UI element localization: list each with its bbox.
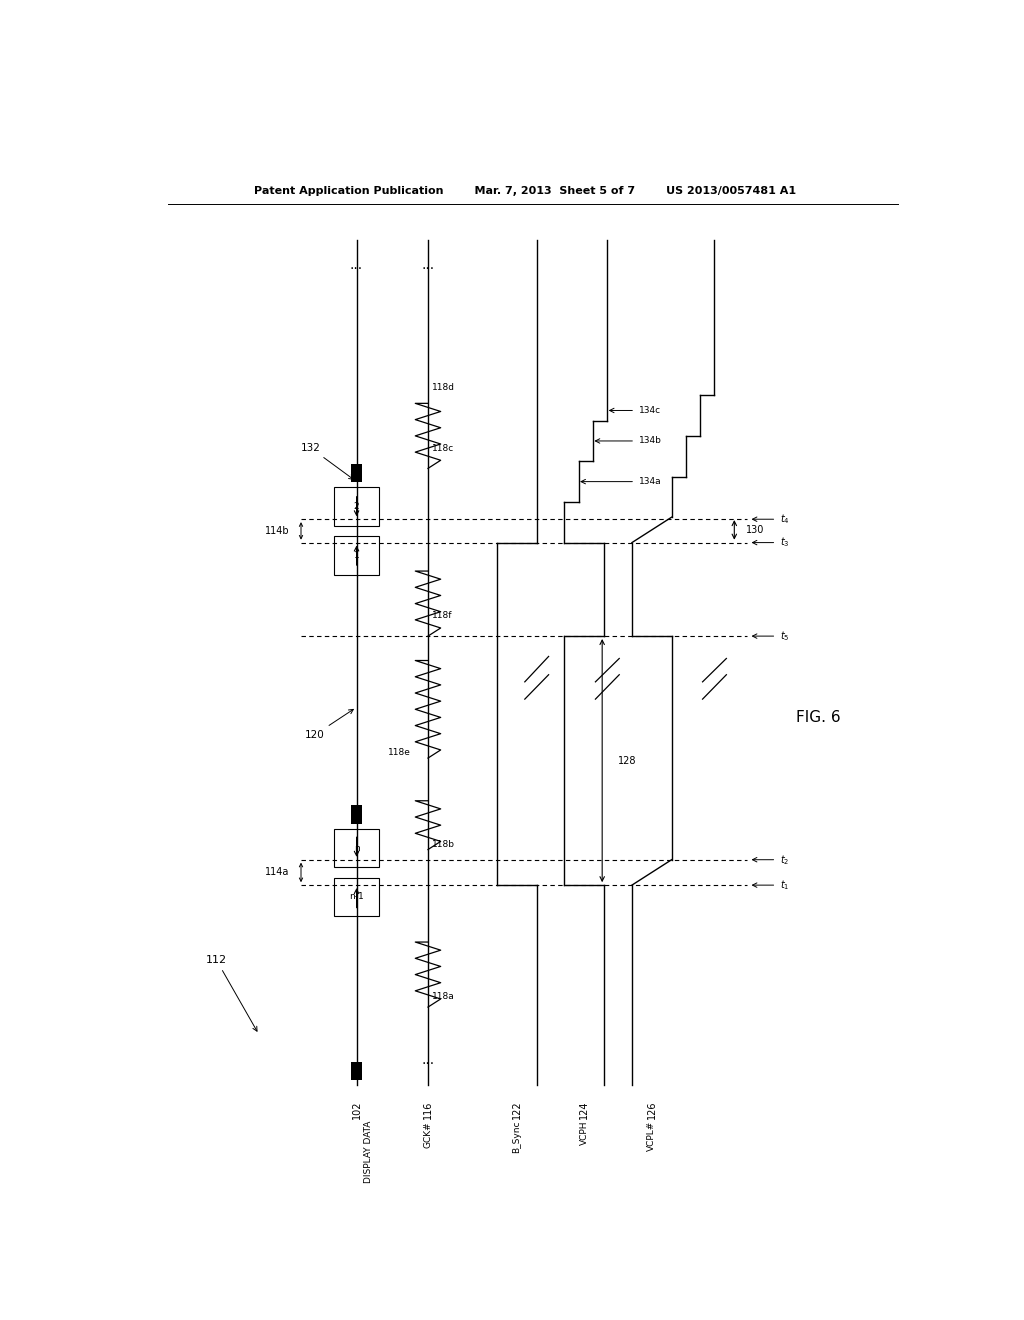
Text: 118b: 118b: [432, 840, 455, 849]
Text: ...: ...: [422, 1053, 434, 1067]
Text: ...: ...: [350, 259, 364, 272]
Text: 118d: 118d: [432, 383, 455, 392]
Text: ...: ...: [350, 1053, 364, 1067]
Text: 134b: 134b: [639, 437, 662, 445]
Text: ...: ...: [422, 259, 434, 272]
Text: 122: 122: [512, 1101, 522, 1119]
Bar: [351, 463, 362, 482]
Text: 134a: 134a: [639, 477, 662, 486]
Text: $t_4$: $t_4$: [780, 512, 791, 527]
Text: 118e: 118e: [388, 748, 411, 758]
Text: 116: 116: [423, 1101, 433, 1119]
Text: 1: 1: [353, 550, 359, 560]
Text: 132: 132: [301, 444, 353, 479]
Text: 118f: 118f: [432, 611, 453, 620]
Text: 134c: 134c: [639, 407, 662, 414]
Text: GCK#: GCK#: [424, 1121, 432, 1147]
Bar: [334, 829, 379, 867]
Text: ...: ...: [350, 797, 364, 810]
Text: n-1: n-1: [349, 892, 364, 902]
Text: 114b: 114b: [264, 525, 289, 536]
Text: 102: 102: [351, 1101, 361, 1119]
Text: $t_3$: $t_3$: [780, 536, 790, 549]
Text: 112: 112: [206, 956, 257, 1031]
Text: 2: 2: [353, 502, 359, 511]
Bar: [351, 1063, 362, 1080]
Text: VCPL#: VCPL#: [647, 1121, 656, 1151]
Text: 124: 124: [580, 1101, 590, 1119]
Text: 118c: 118c: [432, 444, 455, 453]
Text: 120: 120: [305, 709, 353, 739]
Text: 126: 126: [647, 1101, 656, 1119]
Text: 114a: 114a: [265, 867, 289, 878]
Text: 128: 128: [618, 755, 637, 766]
Text: Patent Application Publication        Mar. 7, 2013  Sheet 5 of 7        US 2013/: Patent Application Publication Mar. 7, 2…: [254, 186, 796, 195]
Text: DISPLAY DATA: DISPLAY DATA: [364, 1121, 373, 1183]
Text: $t_5$: $t_5$: [780, 630, 790, 643]
Text: FIG. 6: FIG. 6: [796, 710, 841, 725]
Text: B_Sync: B_Sync: [512, 1121, 521, 1154]
Text: $t_1$: $t_1$: [780, 878, 790, 892]
Bar: [351, 805, 362, 824]
Text: 130: 130: [746, 525, 765, 535]
Text: VCPH: VCPH: [580, 1121, 589, 1146]
Text: 118a: 118a: [432, 993, 455, 1002]
Bar: [334, 487, 379, 525]
Bar: [334, 878, 379, 916]
Text: n: n: [353, 843, 359, 853]
Bar: [334, 536, 379, 574]
Text: $t_2$: $t_2$: [780, 853, 790, 867]
